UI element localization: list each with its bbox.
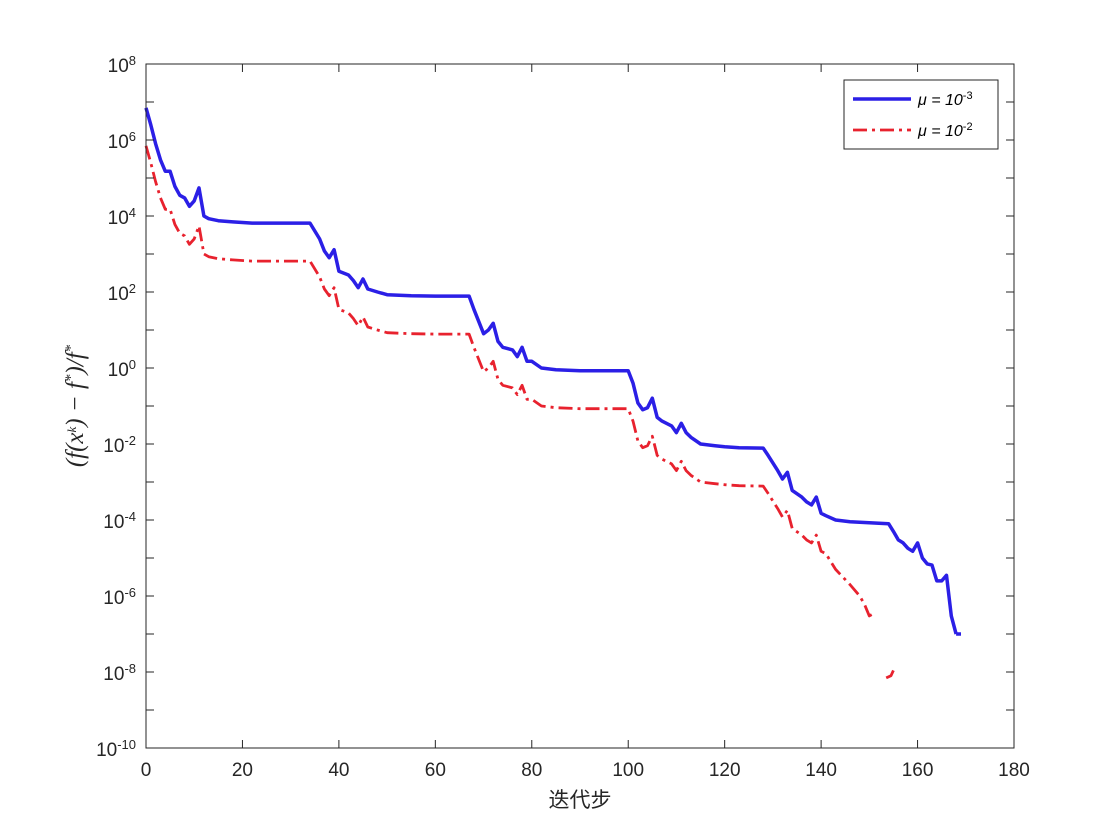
series-line-1 (144, 107, 958, 635)
y-tick-label-base: 10 (96, 740, 117, 761)
y-tick-label: 10-4 (103, 509, 136, 534)
y-tick-label-exponent: 0 (129, 357, 136, 372)
x-tick-label: 60 (425, 760, 446, 781)
ylabel-sup-star-2: * (63, 344, 79, 352)
x-tick-label: 100 (612, 760, 644, 781)
x-axis-title: 迭代步 (549, 789, 612, 812)
legend-label-series-1-base: μ = 10 (917, 92, 963, 109)
y-axis-title: (f(xk) − f*)/f* (62, 344, 89, 467)
series-line-2-tail (885, 669, 895, 680)
x-tick-label: 120 (709, 760, 741, 781)
x-tick-label: 0 (141, 760, 152, 781)
ylabel-part-3: )/f (62, 349, 89, 376)
legend-label-series-2-exponent: -2 (963, 121, 973, 133)
y-tick-label-exponent: -2 (124, 433, 136, 448)
ylabel-part-2: ) − f (62, 379, 89, 429)
y-tick-label: 10-2 (103, 433, 136, 458)
x-tick-label: 140 (805, 760, 837, 781)
series-line-2 (144, 145, 875, 618)
ylabel-part-1: (f(x (62, 432, 89, 467)
y-tick-label: 10-6 (103, 585, 136, 610)
y-tick-label: 106 (108, 129, 136, 154)
y-tick-label-base: 10 (108, 208, 129, 229)
x-tick-label: 180 (998, 760, 1030, 781)
y-tick-label-base: 10 (103, 512, 124, 533)
y-tick-label: 10-10 (96, 737, 136, 762)
y-tick-label: 102 (108, 281, 136, 306)
x-tick-label: 40 (328, 760, 349, 781)
legend-label-series-2: μ = 10-2 (917, 121, 973, 140)
y-tick-label-exponent: -8 (124, 661, 136, 676)
y-tick-label: 100 (108, 357, 136, 382)
y-tick-label-exponent: 2 (129, 281, 136, 296)
ylabel-sup-k: k (64, 426, 79, 432)
y-tick-label-base: 10 (108, 284, 129, 305)
legend-label-series-1: μ = 10-3 (917, 90, 973, 109)
y-tick-label-exponent: -6 (124, 585, 136, 600)
x-axis-ticks: 0 20 40 60 80 100 120 140 160 180 (141, 64, 1030, 781)
y-tick-label-exponent: 4 (129, 205, 136, 220)
y-tick-label: 10-8 (103, 661, 136, 686)
y-tick-label-base: 10 (108, 360, 129, 381)
y-tick-label-exponent: 6 (129, 129, 136, 144)
ylabel-sup-star-1: * (63, 374, 79, 382)
y-tick-label: 104 (108, 205, 136, 230)
y-tick-label-exponent: -4 (124, 509, 136, 524)
x-tick-label: 80 (521, 760, 542, 781)
y-tick-label-exponent: -10 (117, 737, 136, 752)
y-tick-label-base: 10 (108, 56, 129, 77)
y-tick-label-exponent: 8 (129, 53, 136, 68)
plot-lines (144, 107, 961, 680)
legend: μ = 10-3 μ = 10-2 (843, 79, 999, 150)
legend-label-series-2-base: μ = 10 (917, 123, 963, 140)
legend-box (843, 79, 999, 150)
y-tick-label-base: 10 (108, 132, 129, 153)
legend-label-series-1-exponent: -3 (963, 90, 973, 102)
y-tick-label: 108 (108, 53, 136, 78)
y-tick-label-base: 10 (103, 436, 124, 457)
y-tick-label-base: 10 (103, 588, 124, 609)
x-tick-label: 160 (902, 760, 934, 781)
y-tick-label-base: 10 (103, 664, 124, 685)
x-tick-label: 20 (232, 760, 253, 781)
